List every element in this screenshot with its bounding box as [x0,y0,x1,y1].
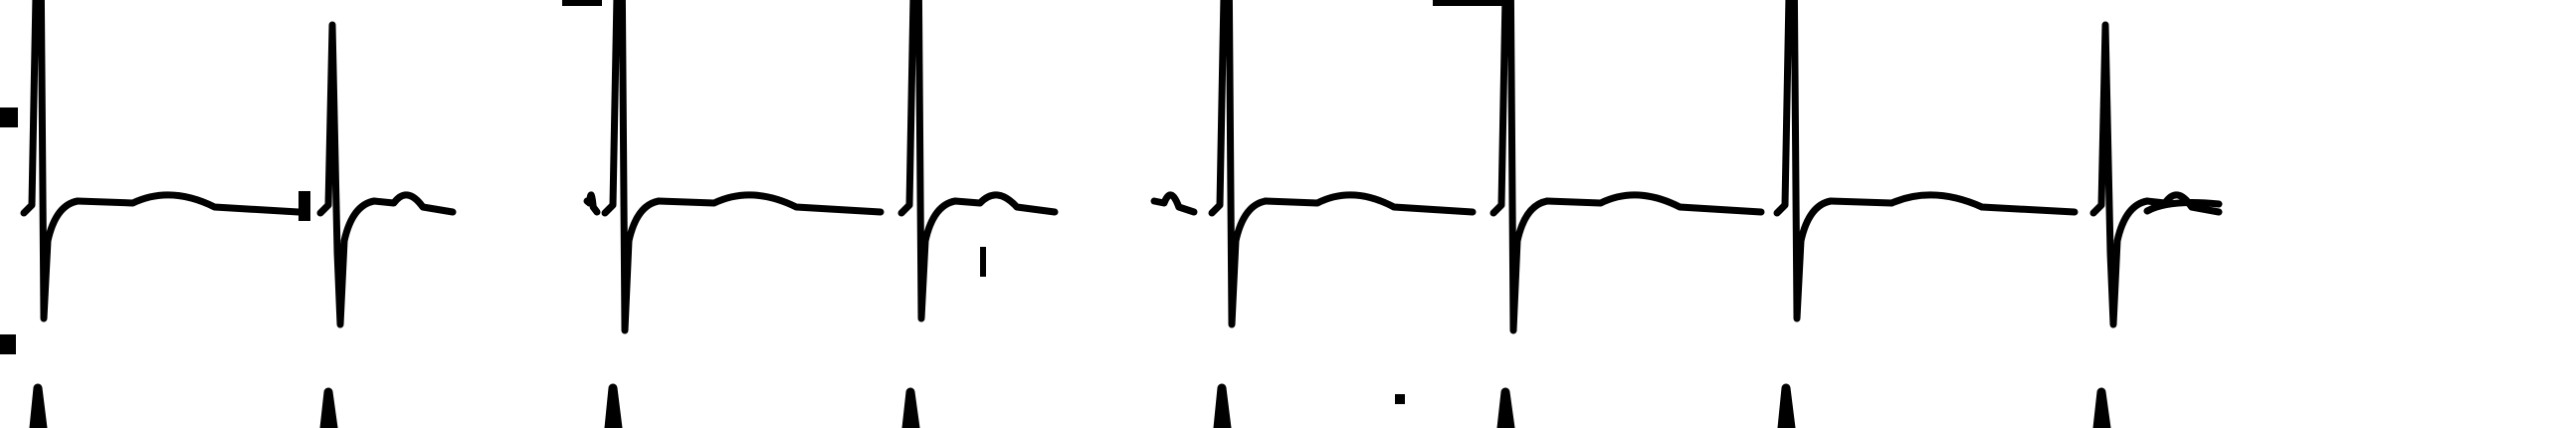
trace-artifacts [0,0,1502,404]
trace-artifact [298,191,310,221]
qrs-complex [1208,0,1270,328]
qrs-complex [1489,0,1551,334]
qrs-complex [601,0,663,334]
lower-lead-spike [2092,387,2111,428]
trace-artifact [0,107,18,127]
trace-artifact [980,247,986,277]
baseline-segment [951,191,1059,216]
trace-artifact [1433,0,1502,6]
baseline-segment [1543,191,1765,216]
upper-lead-trace [20,0,2223,334]
baseline-segment [655,191,885,216]
lower-lead-trace [29,383,2111,428]
lower-lead-spike [319,387,338,428]
baseline-segment [583,191,601,216]
qrs-complex [897,0,959,322]
lower-lead-spike [1496,387,1515,428]
lower-lead-spike [29,383,48,428]
baseline-tail [2143,199,2223,215]
trace-artifact [1395,394,1405,404]
trace-artifact [0,334,16,354]
qrs-complex [1773,0,1835,322]
baseline-segment [1827,191,2079,216]
qrs-complex [2089,21,2151,328]
baseline-segment [1262,191,1477,216]
baseline-segment [1150,191,1198,216]
qrs-complex [20,0,82,322]
baseline-segment [74,191,302,216]
qrs-complex [316,21,378,328]
lower-lead-spike [604,383,623,428]
baseline-segment [370,191,457,216]
trace-artifact [562,0,602,6]
lower-lead-spike [1213,383,1232,428]
lower-lead-spike [901,387,920,428]
lower-lead-spike [1777,383,1796,428]
